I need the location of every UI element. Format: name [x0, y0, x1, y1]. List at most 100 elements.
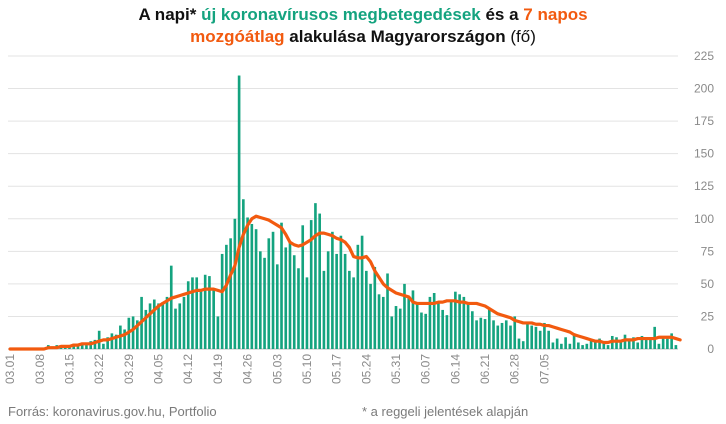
bar	[356, 244, 360, 349]
bar	[352, 277, 355, 349]
bar	[76, 345, 80, 349]
bar	[487, 308, 491, 349]
x-tick-label: 05.31	[389, 354, 403, 384]
x-tick-label: 03.08	[33, 354, 47, 384]
bar	[220, 253, 224, 349]
y-axis-ticks: 0 25 50 75 100 125 150 175 200 225	[694, 49, 714, 356]
bar	[483, 319, 487, 349]
title-segment: (fő)	[510, 27, 536, 46]
bar	[458, 294, 461, 349]
bar	[280, 222, 283, 349]
bar	[411, 290, 415, 349]
x-tick-label: 06.28	[508, 354, 522, 384]
bar	[114, 334, 118, 349]
bar	[360, 235, 364, 349]
x-tick-label: 03.15	[62, 354, 76, 384]
bar	[309, 220, 313, 349]
bar	[666, 338, 669, 349]
bar	[242, 199, 245, 349]
bar	[80, 342, 84, 349]
bar	[636, 342, 640, 349]
y-tick-label: 25	[701, 309, 715, 323]
bar	[534, 326, 538, 349]
bar	[343, 253, 347, 349]
x-tick-label: 04.12	[181, 354, 195, 384]
title-segment: új koronavírusos megbetegedések	[201, 5, 481, 24]
bar	[322, 270, 326, 349]
bar	[212, 290, 215, 349]
bar	[504, 320, 508, 349]
bar	[500, 322, 504, 349]
bar	[475, 320, 478, 349]
bar	[560, 343, 563, 349]
bar	[136, 320, 139, 349]
bar	[428, 296, 432, 349]
bar	[326, 251, 330, 349]
bar	[373, 266, 377, 349]
bar	[594, 342, 597, 349]
bar	[407, 296, 411, 349]
bar	[492, 320, 495, 349]
bar	[657, 343, 661, 349]
y-tick-label: 100	[694, 212, 714, 226]
bar	[195, 277, 199, 349]
bar	[148, 303, 152, 349]
title-segment: alakulása Magyarországon	[284, 27, 511, 46]
bar	[331, 231, 334, 349]
bar	[271, 231, 275, 349]
bar	[250, 223, 254, 349]
bar	[640, 335, 644, 349]
bar	[182, 296, 186, 349]
bar	[649, 337, 652, 349]
bar	[93, 339, 97, 349]
bar	[123, 329, 126, 349]
bar	[348, 270, 351, 349]
x-tick-label: 06.14	[448, 354, 462, 384]
bar	[314, 203, 317, 349]
y-tick-label: 225	[694, 49, 714, 63]
bar	[318, 213, 321, 349]
bar	[551, 342, 555, 349]
chart-title-line1: A napi* új koronavírusos megbetegedések …	[0, 4, 726, 26]
bar	[462, 296, 466, 349]
y-tick-label: 150	[694, 147, 714, 161]
x-tick-label: 05.17	[330, 354, 344, 384]
bar	[191, 277, 194, 349]
bar	[521, 341, 525, 349]
bar	[403, 283, 406, 349]
x-axis-ticks: 03.01 03.08 03.15 03.22 03.29 04.05 04.12 04.19…	[3, 354, 551, 384]
title-segment: mozgóátlag	[190, 27, 285, 46]
bar	[445, 315, 449, 349]
bar	[284, 247, 288, 349]
bar	[543, 322, 546, 349]
bar	[530, 325, 534, 349]
bar	[670, 333, 673, 349]
bar	[454, 291, 457, 349]
x-tick-label: 03.01	[3, 354, 17, 384]
bar	[131, 316, 135, 349]
bar	[178, 303, 182, 349]
source-note: Forrás: koronavirus.gov.hu, Portfolio	[8, 404, 217, 419]
bar	[415, 302, 419, 349]
bar	[203, 274, 207, 349]
bar	[479, 317, 483, 349]
y-tick-label: 175	[694, 114, 714, 128]
bar	[602, 341, 606, 349]
bar	[386, 273, 389, 349]
bar	[305, 277, 309, 349]
bar	[110, 333, 114, 349]
bar	[339, 235, 343, 349]
bar	[174, 308, 177, 349]
footnote: * a reggeli jelentések alapján	[362, 404, 529, 419]
bar-series	[21, 75, 678, 349]
bar	[369, 283, 372, 349]
bar	[233, 218, 237, 349]
bar	[335, 253, 338, 349]
bar	[420, 312, 423, 349]
bar	[377, 294, 381, 349]
bar	[106, 337, 109, 349]
bar	[568, 343, 572, 349]
bar	[598, 338, 601, 349]
bar	[275, 264, 279, 349]
